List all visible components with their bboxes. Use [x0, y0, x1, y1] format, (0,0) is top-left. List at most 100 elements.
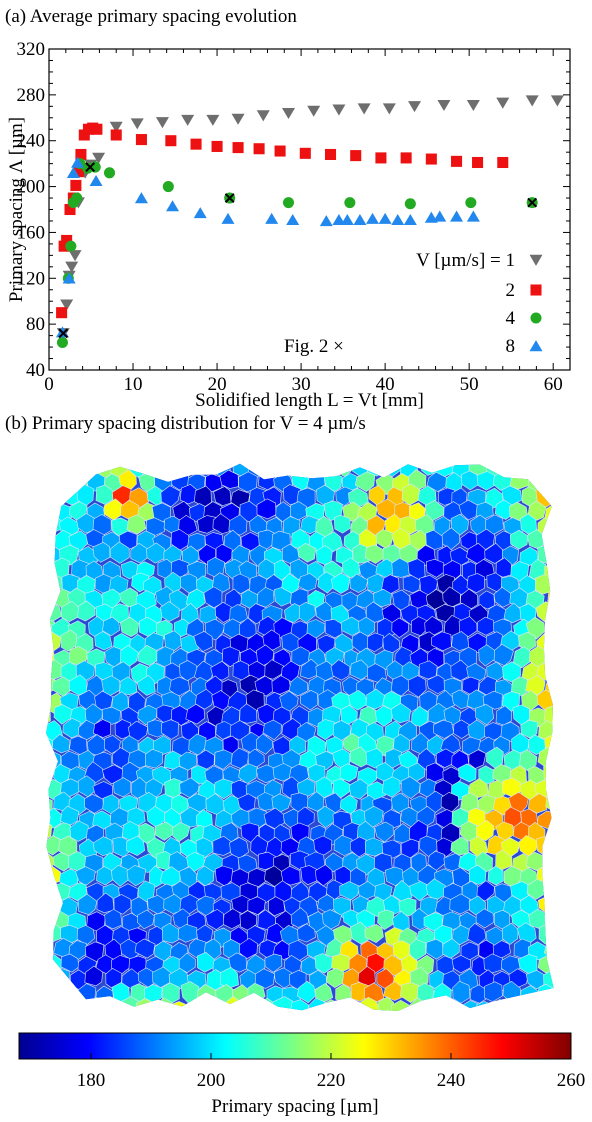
data-point: [403, 213, 417, 226]
cell: [333, 514, 351, 534]
cell: [365, 748, 383, 769]
data-point: [324, 148, 337, 160]
x-tick-label: 30: [292, 374, 311, 395]
cell: [182, 429, 200, 447]
cell: [134, 938, 156, 959]
y-axis: 40 80 120 160 200 240 280 320: [17, 39, 570, 381]
cell: [364, 837, 385, 857]
cell: [152, 463, 173, 465]
cell: [453, 719, 471, 739]
cell: [135, 998, 155, 1011]
legend-label: V [µm/s] = 1: [416, 250, 515, 271]
cell: [296, 980, 317, 1004]
cell: [196, 952, 216, 973]
data-series: [55, 95, 564, 349]
series-fig-2: [58, 162, 538, 339]
cell: [180, 573, 199, 594]
legend-marker: [530, 284, 542, 296]
cell: [373, 588, 392, 608]
cell: [138, 822, 156, 844]
cell: [299, 690, 318, 711]
cell: [52, 471, 71, 492]
cell: [450, 513, 469, 536]
cell: [364, 923, 384, 943]
data-point: [190, 138, 202, 150]
cell: [43, 428, 63, 448]
cell: [268, 896, 286, 917]
cell: [340, 1000, 358, 1011]
cell: [164, 426, 182, 445]
cell: [426, 674, 445, 695]
cell: [46, 779, 47, 801]
cell: [330, 1014, 349, 1035]
cell: [37, 441, 55, 460]
cell: [477, 616, 495, 636]
cell: [68, 441, 86, 463]
cell: [46, 463, 47, 476]
cell: [291, 646, 311, 667]
cell: [441, 911, 462, 931]
cell: [557, 513, 575, 535]
data-point: [75, 148, 87, 160]
panel-b-caption: (b) Primary spacing distribution for V =…: [5, 413, 366, 434]
panel-a-caption: (a) Average primary spacing evolution: [5, 6, 297, 27]
cell: [46, 796, 53, 815]
cell: [93, 719, 111, 738]
cell: [468, 864, 487, 885]
cell: [316, 428, 333, 450]
cell: [297, 923, 316, 943]
cell: [546, 444, 564, 464]
cell: [78, 463, 98, 478]
cell: [60, 953, 80, 973]
cell: [289, 999, 310, 1011]
cell: [264, 659, 284, 680]
cell: [215, 427, 234, 447]
cell: [245, 780, 266, 799]
cell: [384, 866, 405, 886]
cell: [504, 428, 521, 446]
legend: V [µm/s] = 1 2 4 8 Fig. 2 ×: [284, 250, 543, 357]
cell: [323, 500, 343, 521]
cell: [502, 1012, 521, 1033]
cell: [554, 809, 571, 829]
cell: [398, 897, 417, 917]
data-point: [58, 240, 70, 252]
colorbar-tick-label: 220: [317, 1070, 346, 1091]
cell: [299, 463, 319, 477]
cell: [552, 923, 554, 946]
cell: [52, 734, 70, 754]
cell: [96, 892, 115, 914]
cell: [553, 572, 554, 595]
cell: [280, 865, 301, 886]
legend-label: 4: [506, 308, 516, 329]
cell: [193, 631, 213, 652]
cell: [458, 616, 478, 637]
cell: [382, 776, 401, 798]
data-point: [71, 192, 83, 204]
cell: [222, 908, 242, 929]
cell: [94, 1013, 113, 1033]
cell: [60, 629, 78, 652]
data-point: [134, 192, 148, 204]
cell: [441, 999, 462, 1011]
cell: [450, 1013, 470, 1031]
x-tick-label: 50: [460, 374, 479, 395]
cell: [487, 865, 504, 886]
cell: [274, 440, 292, 460]
cell: [314, 1016, 333, 1034]
cell: [94, 631, 113, 651]
cell: [221, 646, 240, 668]
data-point: [181, 114, 195, 126]
cell: [210, 660, 230, 681]
cell: [230, 720, 250, 741]
cell: [84, 965, 103, 987]
cell: [28, 575, 45, 595]
cell: [484, 542, 504, 564]
cell: [178, 463, 198, 477]
cell: [154, 821, 174, 841]
cell: [374, 821, 394, 843]
cell: [529, 443, 546, 463]
cell: [126, 835, 146, 856]
cell: [375, 463, 393, 465]
cell: [453, 426, 471, 446]
